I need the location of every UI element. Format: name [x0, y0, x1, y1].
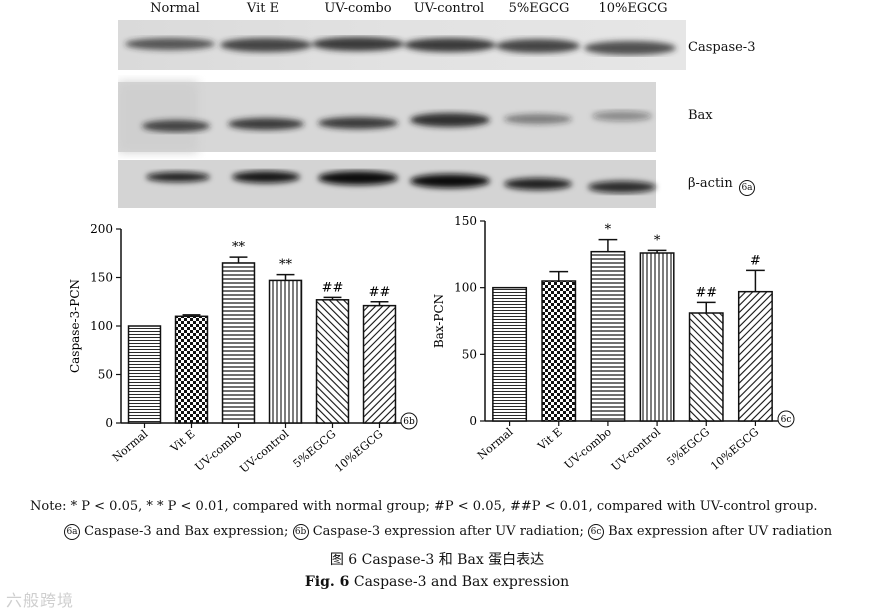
bax-significance-label: # — [750, 253, 761, 268]
note-text-6a: Caspase-3 and Bax expression; — [84, 524, 289, 539]
lane-label-normal: Normal — [150, 1, 200, 16]
casp-y-tick-label: 100 — [90, 319, 113, 333]
bax-bar — [590, 250, 626, 422]
panel-badge-6a: 6a — [739, 180, 755, 196]
casp-bar — [127, 325, 162, 424]
bax-x-tick-label: 5%EGCG — [664, 425, 712, 468]
figure-caption-cn: 图 6 Caspase-3 和 Bax 蛋白表达 — [329, 552, 545, 568]
casp-x-tick-label: UV-combo — [193, 427, 245, 474]
bax-bar — [541, 280, 577, 422]
note-text-6b: Caspase-3 expression after UV radiation; — [312, 524, 584, 539]
bax-x-tick-label: Vit E — [535, 425, 565, 453]
bax-bar-chart: Bax-PCN 0 50 100 150 Normal Vit E * UV-combo * UV-… — [432, 214, 795, 474]
figure-caption-en-label: Fig. 6 — [304, 574, 350, 590]
casp-x-tick-label: UV-control — [237, 427, 291, 476]
bax-x-tick-label: UV-combo — [562, 425, 614, 472]
casp-y-tick-label: 50 — [98, 368, 113, 382]
casp-bar — [362, 304, 397, 424]
bax-bar — [639, 252, 675, 422]
bax-bar — [688, 312, 724, 422]
note-badge-6c: 6c — [588, 524, 604, 540]
casp-bar — [315, 299, 350, 424]
bax-bar — [492, 286, 528, 422]
note-text-6c: Bax expression after UV radiation — [608, 524, 833, 539]
casp-significance-label: ## — [369, 285, 391, 300]
lane-label-uv-combo: UV-combo — [324, 1, 392, 16]
casp-panel-badge-label: 6b — [403, 417, 415, 427]
lane-label-5egcg: 5%EGCG — [508, 1, 570, 16]
bax-panel-badge — [777, 410, 795, 428]
lane-label-10egcg: 10%EGCG — [598, 1, 668, 16]
figure-caption-en-text: Caspase-3 and Bax expression — [349, 574, 570, 590]
bax-significance-label: ## — [695, 285, 717, 300]
bax-significance-label: * — [605, 223, 612, 238]
casp-x-tick-label: Normal — [110, 427, 151, 464]
casp-bar — [174, 315, 209, 424]
note-line-2: 6a Caspase-3 and Bax expression; 6b Casp… — [64, 524, 832, 541]
casp-x-tick-label: Vit E — [167, 427, 197, 455]
casp-significance-label: ** — [232, 240, 246, 255]
figure-caption-en: Fig. 6 Caspase-3 and Bax expression — [0, 574, 874, 590]
blot-image — [118, 20, 686, 208]
casp-y-tick-label: 0 — [105, 416, 113, 430]
note-badge-6b: 6b — [292, 524, 309, 540]
bax-significance-label: * — [654, 233, 661, 248]
bax-x-tick-label: 10%EGCG — [708, 425, 761, 473]
casp-y-tick-label: 200 — [90, 222, 113, 236]
casp-x-tick-label: 5%EGCG — [291, 427, 339, 470]
bax-x-tick-label: Normal — [475, 425, 516, 462]
lane-label-vit-e: Vit E — [246, 1, 280, 16]
bax-y-tick-label: 0 — [469, 414, 477, 428]
casp-y-tick-label: 150 — [90, 271, 113, 285]
casp-panel-badge — [400, 412, 418, 430]
casp-x-tick-label: 10%EGCG — [332, 427, 385, 475]
band-label-bax: Bax — [688, 108, 713, 123]
casp-significance-label: ## — [322, 280, 344, 295]
bax-panel-badge-label: 6c — [781, 415, 792, 425]
lane-label-uv-control: UV-control — [413, 1, 485, 16]
casp-bar — [268, 279, 303, 424]
bax-y-tick-label: 100 — [454, 281, 477, 295]
note-badge-6a: 6a — [64, 524, 80, 540]
casp-bar — [221, 262, 256, 424]
bax-y-tick-label: 150 — [454, 214, 477, 228]
bax-y-axis-label: Bax-PCN — [432, 294, 446, 348]
bax-y-tick-label: 50 — [462, 347, 477, 361]
band-label-beta-actin: β-actin — [688, 176, 733, 191]
casp-significance-label: ** — [279, 258, 293, 273]
band-label-caspase-3: Caspase-3 — [688, 40, 756, 55]
watermark-logo: 六般跨境 — [6, 591, 75, 610]
bax-x-tick-label: UV-control — [609, 425, 663, 474]
caspase-3-bar-chart: Caspase-3-PCN 0 50 100 150 200 Normal Vit E ** UV… — [68, 222, 418, 476]
casp-y-axis-label: Caspase-3-PCN — [68, 279, 82, 373]
note-line-1: Note: * P < 0.05, * * P < 0.01, compared… — [30, 499, 818, 514]
bax-bar — [737, 290, 773, 422]
